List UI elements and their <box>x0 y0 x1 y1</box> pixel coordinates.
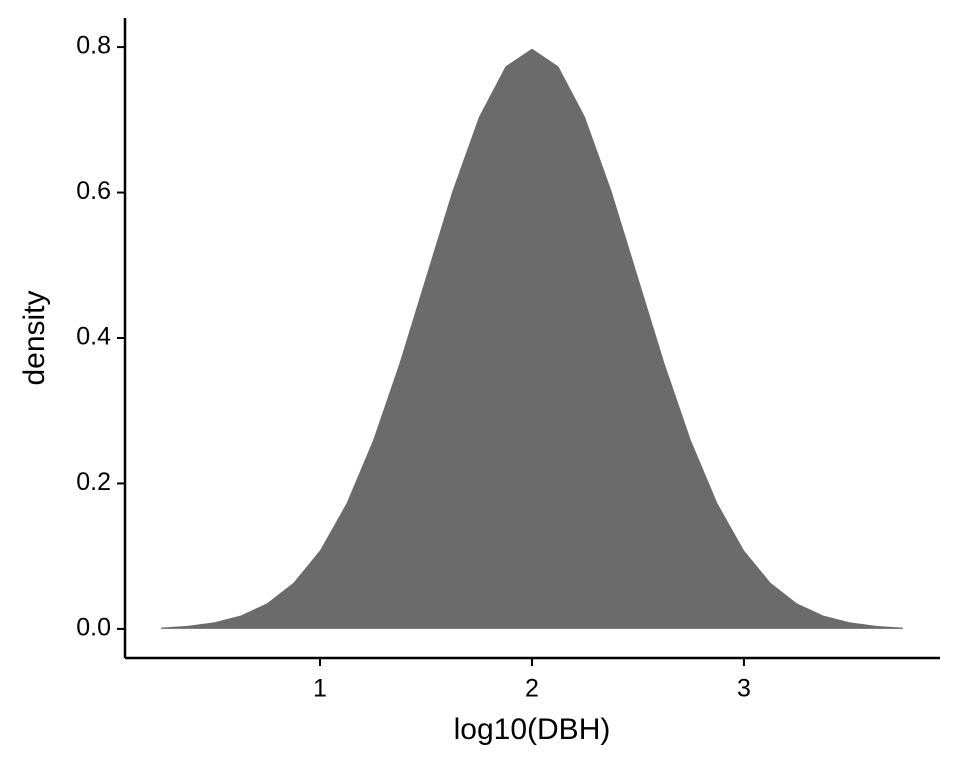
x-tick-label: 1 <box>313 675 327 703</box>
y-tick-label: 0.2 <box>76 468 111 496</box>
y-axis-title: density <box>18 290 51 385</box>
y-tick-label: 0.6 <box>76 177 111 205</box>
x-tick-label: 2 <box>525 675 539 703</box>
density-area <box>161 48 903 629</box>
x-tick-label: 3 <box>737 675 751 703</box>
y-tick-label: 0.4 <box>76 323 111 351</box>
y-tick-label: 0.8 <box>76 32 111 60</box>
y-tick-label: 0.0 <box>76 614 111 642</box>
x-axis-title: log10(DBH) <box>454 713 611 746</box>
